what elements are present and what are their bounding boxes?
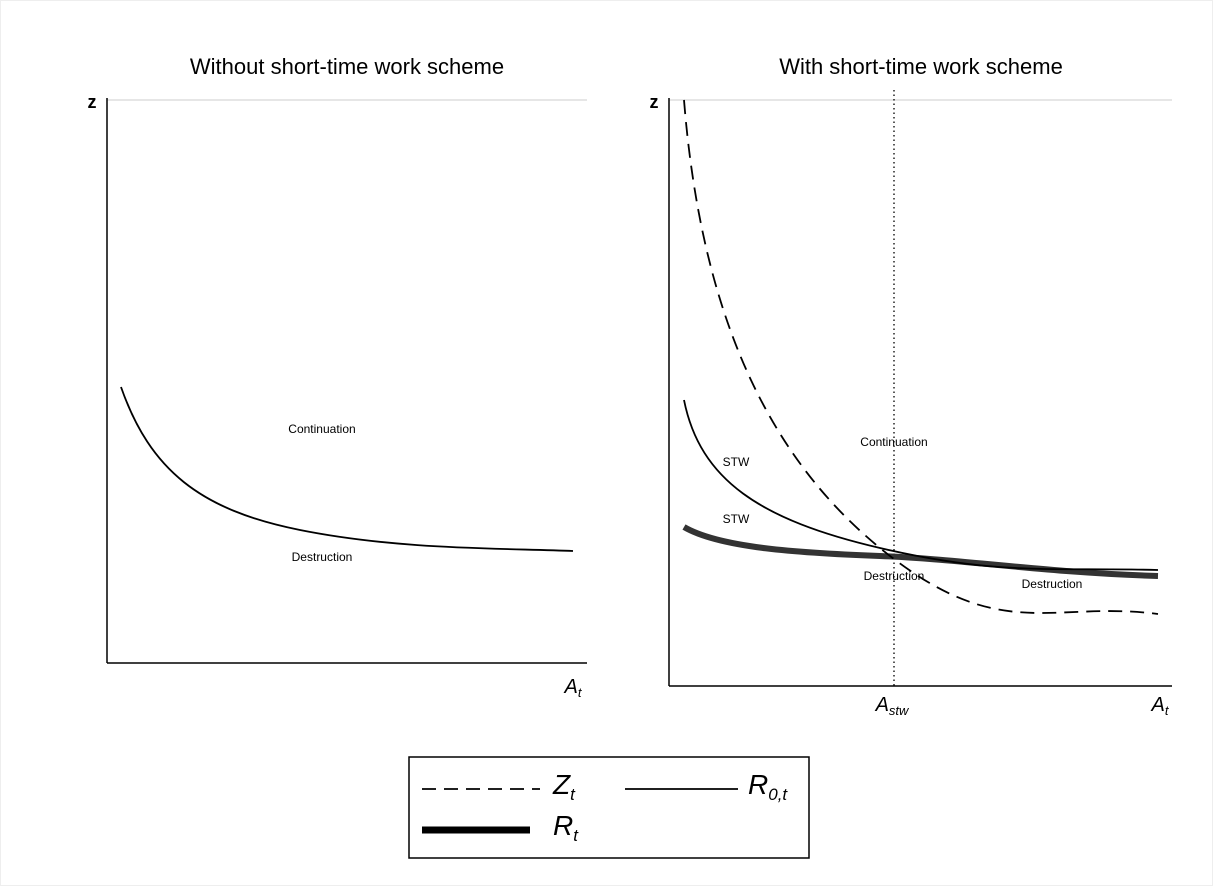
label-main: A bbox=[1151, 694, 1165, 716]
legend-box bbox=[408, 756, 810, 859]
region-label: Continuation bbox=[288, 422, 355, 436]
region-label: Destruction bbox=[292, 550, 353, 564]
r0-curve bbox=[120, 386, 574, 552]
region-label: Destruction bbox=[864, 569, 925, 583]
legend-label: Zt bbox=[552, 769, 576, 804]
label-sub: t bbox=[1165, 703, 1170, 718]
y-axis-label: z bbox=[88, 92, 97, 112]
region-label: Continuation bbox=[860, 435, 927, 449]
label-sub: stw bbox=[889, 703, 910, 718]
label-sub: t bbox=[570, 785, 576, 804]
label-main: R bbox=[553, 810, 573, 841]
z-curve bbox=[683, 99, 1159, 615]
region-label: STW bbox=[723, 512, 750, 526]
r0-curve bbox=[683, 399, 1159, 571]
panel-title: Without short-time work scheme bbox=[190, 54, 504, 79]
label-main: Z bbox=[552, 769, 571, 800]
label-main: A bbox=[875, 694, 889, 716]
label-main: A bbox=[564, 676, 578, 698]
label-sub: 0,t bbox=[768, 785, 788, 804]
label-main: R bbox=[748, 769, 768, 800]
legend-label: Rt bbox=[553, 810, 579, 845]
label-sub: t bbox=[573, 826, 579, 845]
label-sub: t bbox=[578, 685, 583, 700]
x-axis-label: At bbox=[564, 676, 583, 700]
r-curve bbox=[682, 524, 1159, 579]
region-label: STW bbox=[723, 455, 750, 469]
region-label: Destruction bbox=[1022, 577, 1083, 591]
x-axis-label: At bbox=[1151, 694, 1170, 718]
panel-title: With short-time work scheme bbox=[779, 54, 1063, 79]
y-axis-label: z bbox=[650, 92, 659, 112]
threshold-label: Astw bbox=[875, 694, 910, 718]
legend-label: R0,t bbox=[748, 769, 788, 804]
